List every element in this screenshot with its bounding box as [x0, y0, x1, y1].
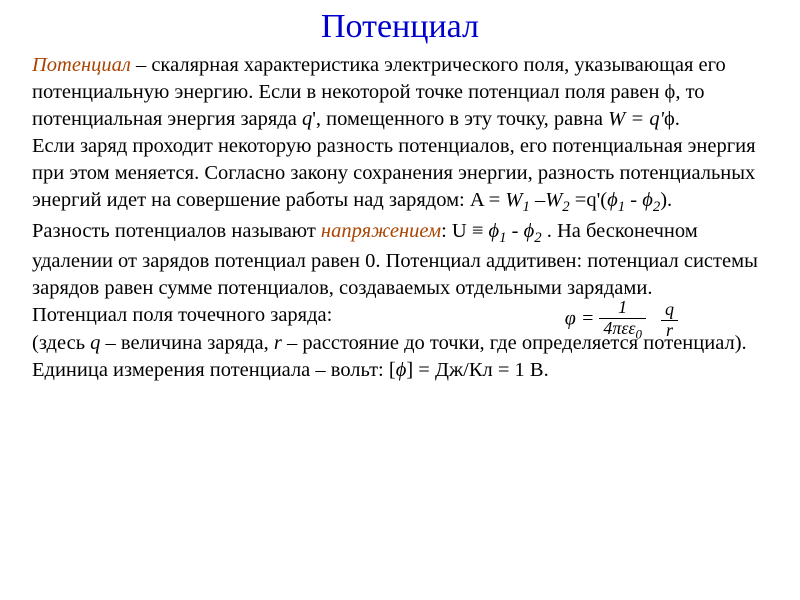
phi-7: ϕ	[396, 359, 407, 381]
para1d: .	[675, 108, 680, 130]
phi-2: ϕ	[664, 108, 675, 130]
para2b: ).	[660, 189, 672, 211]
phi-3: ϕ	[607, 189, 618, 211]
phi-5: ϕ	[489, 220, 500, 242]
phi-6: ϕ	[524, 220, 535, 242]
den1-sub: 0	[636, 327, 642, 342]
den-1: 4πεε0	[599, 319, 646, 342]
q-1: q	[302, 108, 312, 130]
num-1: 1	[599, 298, 646, 319]
num-2: q	[661, 300, 678, 321]
W1: W	[505, 189, 522, 211]
para5a: (здесь	[32, 332, 90, 354]
frac-1: 1 4πεε0	[599, 298, 646, 342]
W2: W	[545, 189, 562, 211]
den-2: r	[661, 321, 678, 341]
para1a: – скалярная характеристика электрическог…	[32, 54, 726, 103]
formula-line: Потенциал поля точечного заряда: φ = 1 4…	[32, 302, 768, 329]
sub-1c: 1	[499, 230, 506, 246]
term-voltage: напряжением	[321, 220, 441, 242]
eq-q: =q'(	[570, 189, 607, 211]
para1c: ', помещенного в эту точку, равна	[312, 108, 608, 130]
dash-1: -	[625, 189, 642, 211]
phi-1: ϕ	[665, 81, 676, 103]
sub-2c: 2	[534, 230, 541, 246]
para3a: Разность потенциалов называют	[32, 220, 321, 242]
slide-container: Потенциал Потенциал – скалярная характер…	[0, 0, 800, 384]
dash-2: -	[507, 220, 524, 242]
den1-text: 4πεε	[603, 318, 635, 338]
frac-2: q r	[661, 300, 678, 341]
r-1: r	[274, 332, 282, 354]
point-charge-formula: φ = 1 4πεε0 q r	[565, 298, 678, 342]
para6b: ] = Дж/Кл = 1 В.	[406, 359, 548, 381]
term-potential: Потенциал	[32, 54, 131, 76]
para4: Потенциал поля точечного заряда:	[32, 304, 332, 326]
sub-1a: 1	[522, 199, 529, 215]
eq-W: W = q'	[608, 108, 664, 130]
minus-1: –	[530, 189, 545, 211]
slide-title: Потенциал	[32, 8, 768, 46]
slide-body: Потенциал – скалярная характеристика эле…	[32, 52, 768, 384]
sub-2a: 2	[562, 199, 569, 215]
para6a: Единица измерения потенциала – вольт: [	[32, 359, 396, 381]
para5b: – величина заряда,	[100, 332, 274, 354]
para3b: : U ≡	[441, 220, 488, 242]
formula-lhs: φ =	[565, 308, 600, 330]
phi-4: ϕ	[642, 189, 653, 211]
q-2: q	[90, 332, 100, 354]
